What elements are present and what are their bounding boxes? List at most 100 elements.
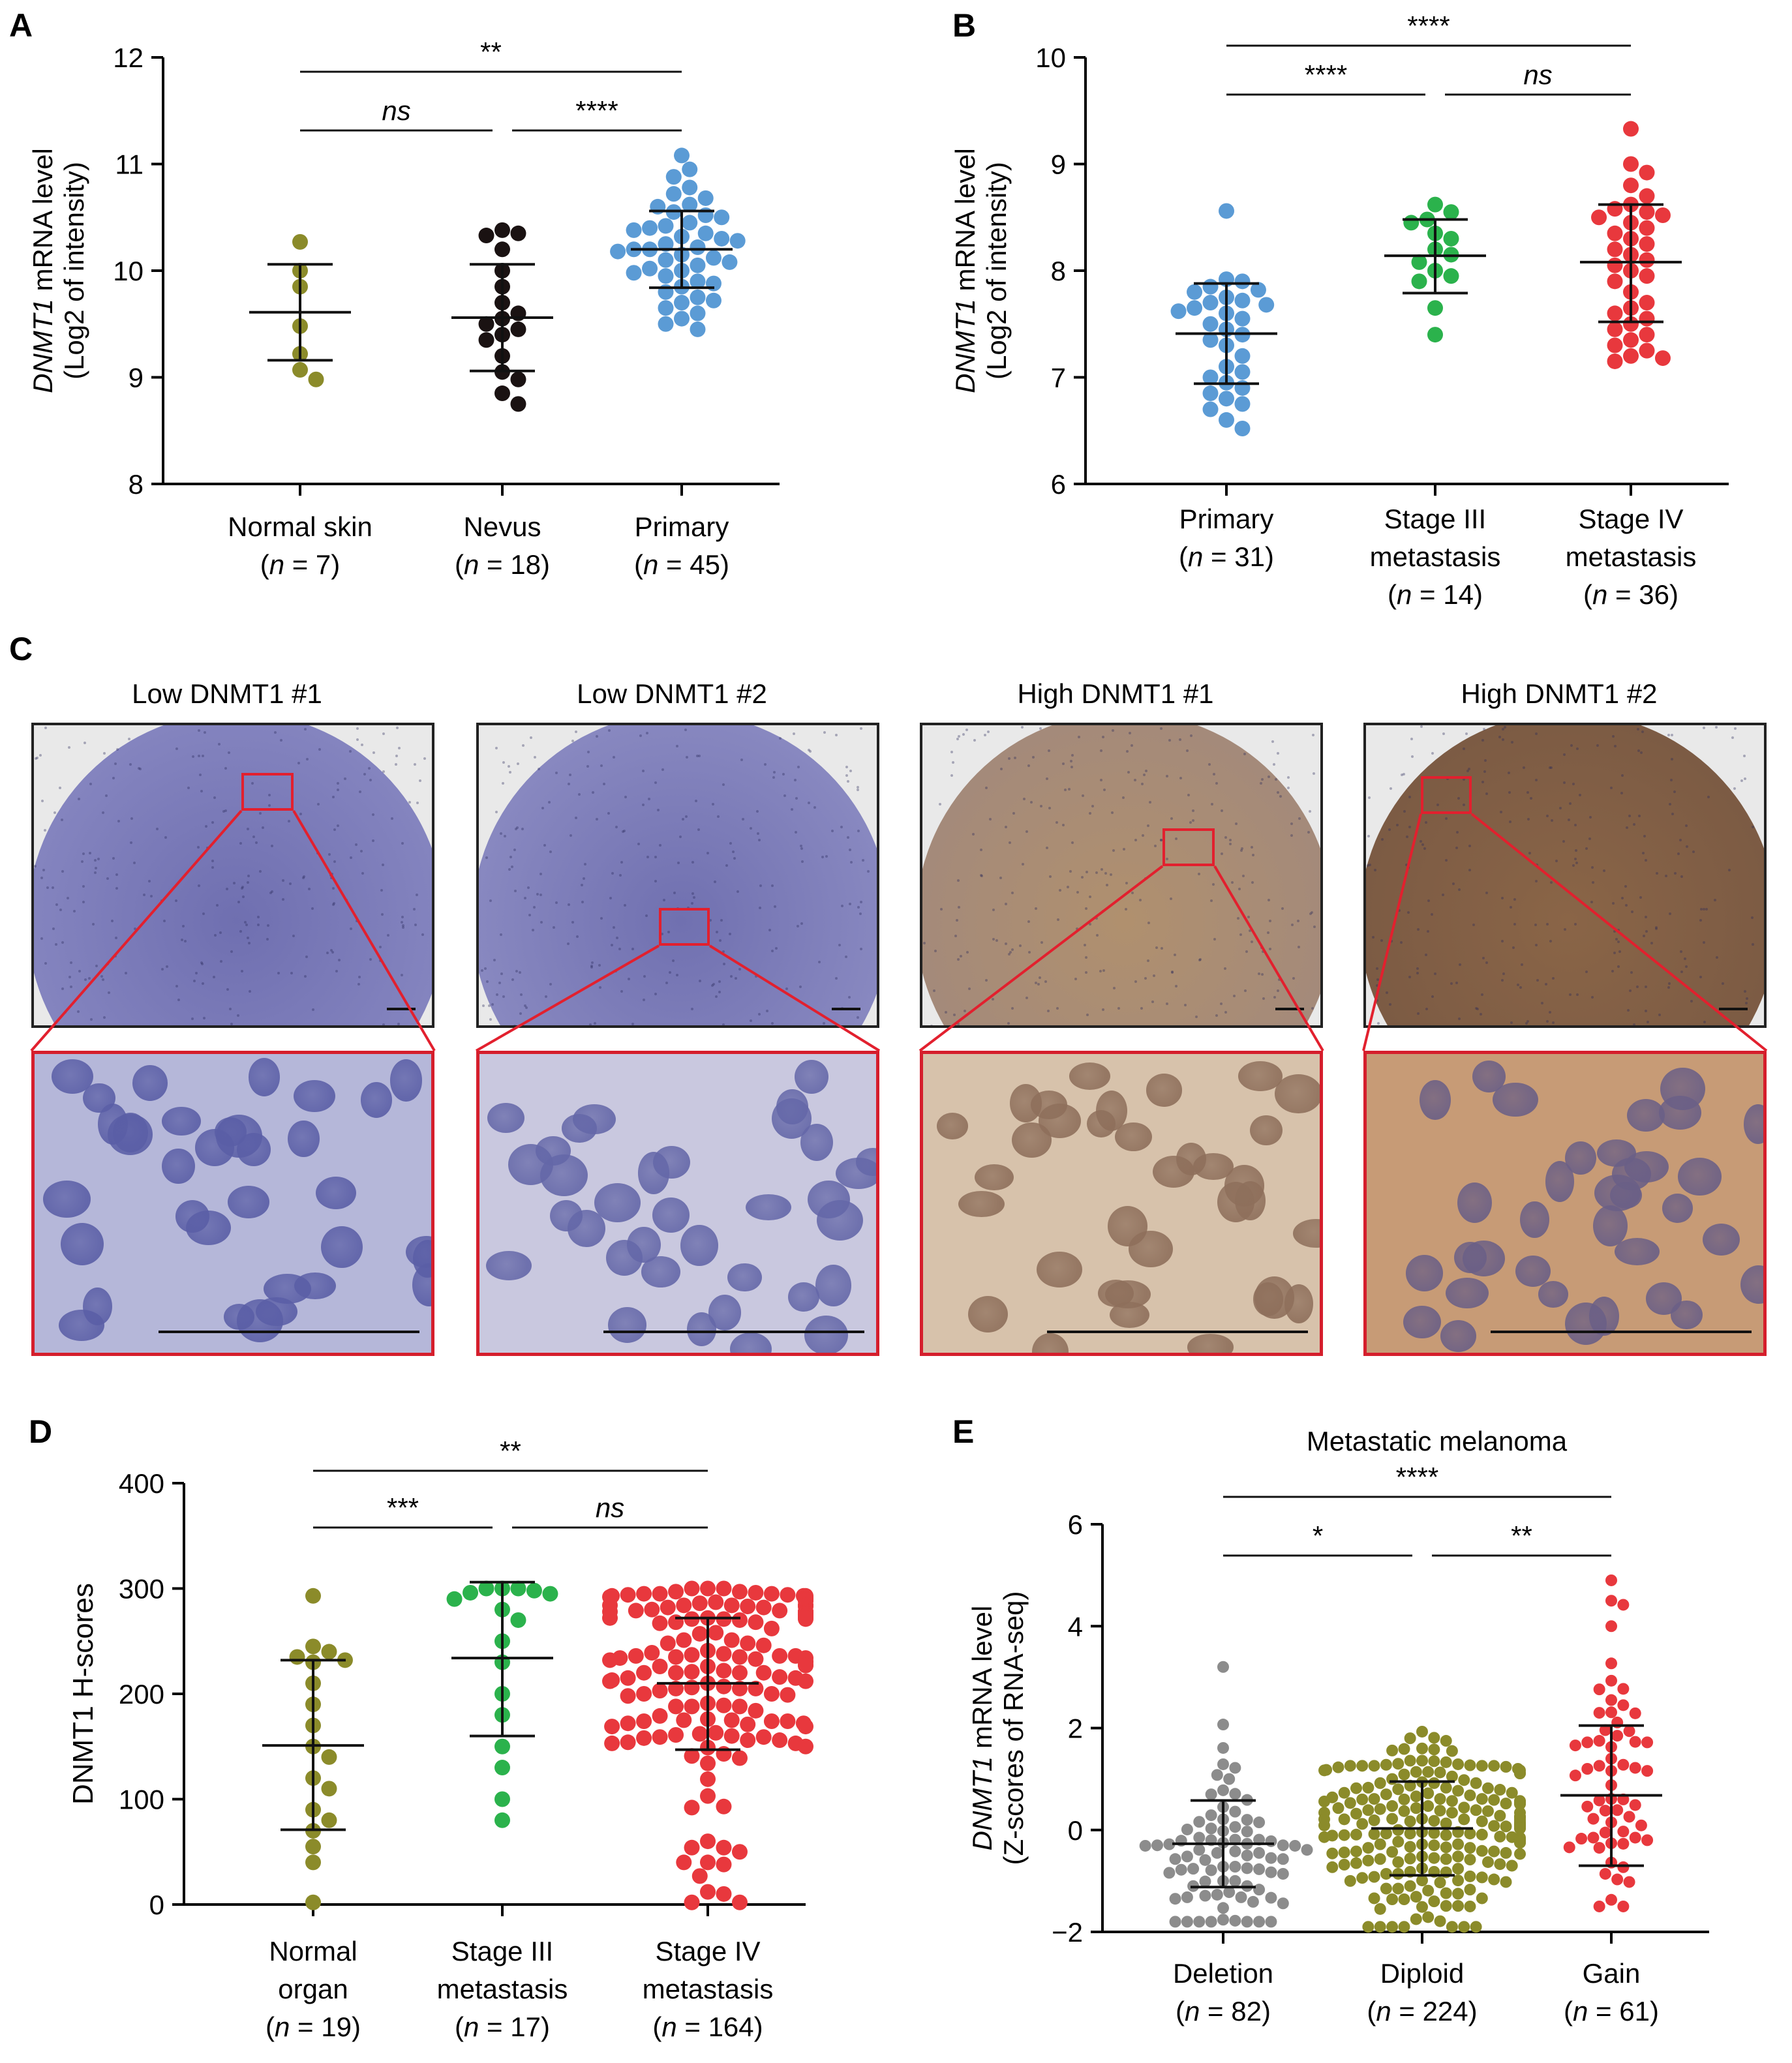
d-point-g2-133: [723, 1728, 740, 1744]
ihc-core-speck-2-60: [1307, 830, 1311, 834]
ihc-nucleus-0-33: [60, 1223, 104, 1266]
ihc-core-speck-0-189: [355, 919, 358, 922]
e-point-g2-45: [1587, 1831, 1600, 1844]
ihc-core-speck-2-211: [965, 728, 968, 731]
e-point-g0-1: [1217, 1719, 1229, 1731]
ihc-core-speck-1-90: [642, 803, 645, 806]
ihc-core-speck-2-14: [1184, 1004, 1187, 1007]
ihc-core-speck-1-252: [673, 891, 676, 894]
ihc-core-speck-2-151: [1020, 726, 1024, 729]
d-point-g0-12: [321, 1781, 337, 1797]
e-point-g1-16: [1464, 1759, 1476, 1771]
ihc-core-speck-2-150: [1099, 749, 1102, 752]
e-point-g1-40: [1374, 1777, 1386, 1789]
ihc-core-speck-3-143: [1401, 774, 1404, 777]
ihc-nucleus-1-28: [572, 1104, 616, 1135]
d-group-n-open-1: (: [455, 2011, 464, 2042]
ihc-core-speck-3-96: [1423, 847, 1427, 850]
ihc-core-speck-1-3: [509, 855, 513, 858]
d-point-g0-16: [305, 1839, 321, 1855]
e-point-g0-66: [1235, 1891, 1247, 1903]
e-point-g1-46: [1350, 1782, 1363, 1794]
b-point-g0-26: [1219, 391, 1234, 407]
ihc-core-speck-3-84: [1548, 766, 1551, 770]
ihc-core-speck-0-255: [106, 877, 109, 880]
e-point-g1-44: [1362, 1781, 1374, 1794]
a-point-g2-39: [674, 295, 690, 311]
e-point-g1-123: [1404, 1828, 1416, 1840]
e-point-g1-36: [1386, 1773, 1399, 1785]
ihc-core-speck-2-241: [1170, 971, 1174, 974]
ihc-zoom-scale-bar-0: [159, 1331, 419, 1333]
ihc-nucleus-0-29: [294, 1272, 336, 1299]
ihc-core-speck-2-34: [930, 1025, 933, 1027]
ihc-core-speck-2-168: [1224, 1010, 1227, 1014]
ihc-nucleus-2-22: [1250, 1115, 1283, 1146]
ihc-nucleus-3-25: [1457, 1182, 1493, 1224]
e-point-g2-44: [1599, 1826, 1611, 1839]
e-point-g0-34: [1289, 1839, 1301, 1852]
ihc-core-speck-0-134: [413, 763, 416, 766]
ihc-core-speck-2-52: [1103, 789, 1106, 792]
ihc-core-speck-1-33: [522, 744, 525, 747]
ihc-core-speck-0-35: [165, 965, 168, 968]
e-point-g1-166: [1428, 1852, 1440, 1864]
ihc-core-speck-1-18: [500, 933, 503, 936]
ihc-core-speck-3-174: [1416, 1012, 1420, 1015]
ihc-core-speck-3-85: [1569, 802, 1572, 805]
e-point-g1-22: [1500, 1760, 1512, 1773]
a-point-g0-6: [308, 371, 324, 387]
ihc-core-speck-1-203: [581, 901, 584, 904]
ihc-core-speck-2-16: [1082, 794, 1085, 797]
d-point-g2-106: [748, 1680, 764, 1696]
d-point-g2-95: [772, 1669, 788, 1685]
ihc-core-speck-0-157: [230, 950, 233, 953]
d-point-g2-31: [660, 1599, 676, 1616]
ihc-core-speck-1-80: [808, 749, 811, 752]
d-point-g2-24: [676, 1597, 692, 1614]
ihc-core-speck-2-79: [1112, 849, 1116, 852]
ihc-core-speck-3-219: [1551, 1021, 1555, 1024]
ihc-core-speck-2-197: [1124, 907, 1127, 911]
a-sig-label-1: ns: [382, 95, 410, 126]
a-point-g2-14: [626, 222, 642, 238]
ihc-core-speck-0-221: [129, 841, 132, 845]
e-point-g1-9: [1416, 1754, 1428, 1767]
e-group-n-1: (n = 224): [1367, 1996, 1477, 2026]
d-point-g2-35: [628, 1603, 644, 1619]
d-group-n-value-1: = 17): [479, 2011, 550, 2042]
ihc-core-speck-2-37: [1290, 822, 1293, 825]
ihc-core-speck-0-119: [156, 828, 159, 830]
e-point-g1-80: [1470, 1804, 1482, 1816]
ihc-core-speck-3-195: [1468, 845, 1472, 848]
a-point-g2-42: [674, 310, 690, 327]
ihc-core-speck-1-28: [571, 921, 574, 924]
ihc-core-speck-2-144: [1159, 838, 1162, 841]
d-point-g2-151: [684, 1799, 700, 1816]
e-point-g1-130: [1338, 1829, 1350, 1841]
a-point-g2-17: [714, 230, 730, 247]
e-point-g1-158: [1488, 1845, 1500, 1858]
ihc-core-speck-1-50: [507, 764, 510, 768]
ihc-core-speck-1-147: [588, 1023, 592, 1025]
e-group-n-var-0: n: [1185, 1996, 1200, 2026]
ihc-core-speck-1-222: [849, 769, 852, 772]
a-point-g2-33: [690, 273, 706, 290]
ihc-core-speck-2-46: [1174, 837, 1177, 841]
e-point-g0-42: [1181, 1850, 1193, 1863]
ihc-core-speck-2-48: [1077, 735, 1080, 738]
ihc-core-speck-2-178: [1166, 857, 1169, 860]
b-point-g0-19: [1234, 348, 1251, 364]
ihc-core-speck-2-44: [992, 997, 995, 1001]
e-point-g1-8: [1446, 1745, 1458, 1757]
d-point-g2-22: [691, 1595, 708, 1612]
ihc-core-speck-3-86: [1671, 734, 1674, 737]
a-point-g2-28: [690, 257, 706, 273]
ihc-nucleus-1-16: [795, 1059, 828, 1094]
ihc-core-speck-1-109: [519, 1012, 523, 1015]
a-point-g1-17: [510, 396, 526, 412]
ihc-zoom-scale-bar-3: [1491, 1331, 1752, 1333]
ihc-core-speck-1-230: [821, 856, 824, 859]
ihc-core-speck-2-203: [1086, 1014, 1089, 1017]
ihc-core-speck-0-103: [368, 767, 371, 770]
